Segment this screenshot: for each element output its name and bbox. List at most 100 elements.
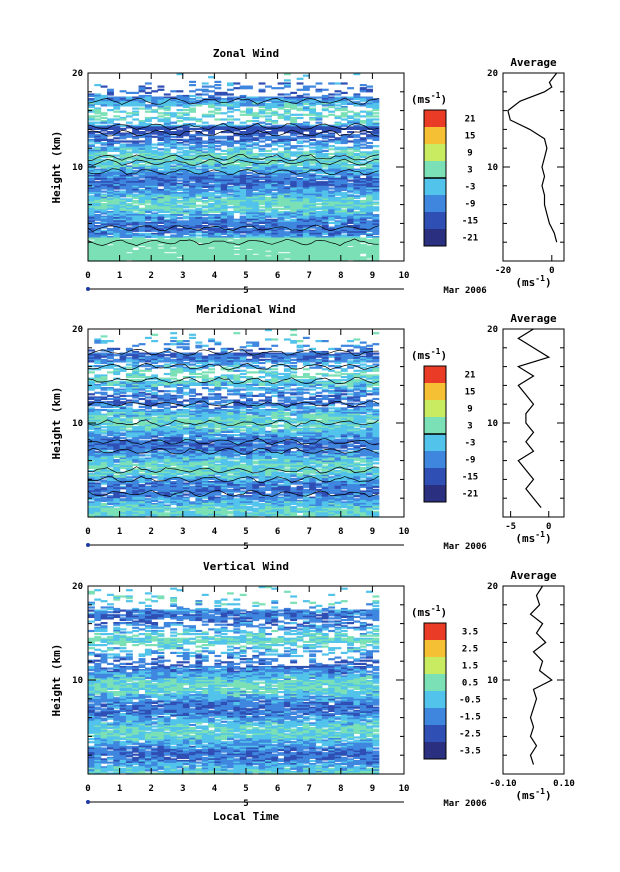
heatmap-cell: [246, 185, 253, 188]
heatmap-cell: [227, 126, 234, 129]
heatmap-cell: [113, 371, 121, 374]
heatmap-cell: [94, 355, 102, 358]
heatmap-cell: [353, 190, 361, 193]
heatmap-cell: [170, 145, 178, 148]
heatmap-cell: [347, 185, 354, 188]
heatmap-cell: [195, 382, 203, 385]
heatmap-cell: [359, 206, 367, 209]
heatmap-cell: [227, 179, 234, 182]
heatmap-cell: [315, 372, 323, 376]
heatmap-cell: [201, 214, 209, 217]
heatmap-cell: [88, 368, 95, 371]
heatmap-cell: [144, 358, 152, 361]
heatmap-cell: [239, 101, 247, 104]
heatmap-cell: [359, 137, 367, 140]
profile-y-tick-label: 10: [487, 163, 498, 173]
heatmap-cell: [151, 250, 159, 253]
heatmap-cell: [113, 221, 121, 224]
heatmap-cell: [182, 132, 190, 135]
heatmap-cell: [144, 141, 152, 145]
heatmap-cell: [125, 358, 133, 361]
heatmap-cell: [176, 232, 184, 235]
heatmap-cell: [100, 173, 108, 176]
heatmap-cell: [283, 101, 291, 104]
heatmap-cell: [227, 115, 234, 118]
heatmap-cell: [353, 248, 361, 251]
heatmap-cell: [328, 167, 336, 170]
heatmap-cell: [88, 190, 95, 193]
heatmap-cell: [277, 210, 285, 214]
heatmap-cell: [195, 253, 203, 256]
heatmap-cell: [315, 167, 323, 170]
heatmap-cell: [302, 368, 310, 371]
heatmap-cell: [94, 354, 102, 357]
heatmap-cell: [290, 234, 298, 237]
heatmap-cell: [334, 131, 342, 134]
heatmap-cell: [189, 220, 196, 223]
heatmap-cell: [125, 212, 133, 215]
heatmap-cell: [189, 171, 196, 174]
heatmap-cell: [157, 174, 165, 177]
heatmap-cell: [302, 121, 310, 124]
heatmap-cell: [328, 206, 336, 209]
heatmap-cell: [227, 248, 234, 251]
heatmap-cell: [214, 195, 222, 198]
heatmap-cell: [366, 151, 373, 154]
heatmap-cell: [214, 173, 222, 176]
contour-line: [87, 129, 379, 137]
heatmap-cell: [258, 135, 266, 138]
heatmap-cell: [359, 99, 367, 102]
heatmap-cell: [239, 248, 247, 251]
heatmap-cell: [246, 195, 253, 198]
heatmap-cell: [176, 352, 184, 355]
heatmap-cell: [125, 220, 133, 223]
heatmap-cell: [157, 167, 165, 170]
heatmap-cell: [227, 198, 234, 201]
heatmap-cell: [366, 235, 373, 239]
heatmap-cell: [271, 220, 279, 223]
heatmap-cell: [258, 98, 266, 101]
heatmap-cell: [151, 101, 159, 104]
heatmap-cell: [309, 179, 317, 182]
heatmap-cell: [265, 184, 272, 187]
heatmap-cell: [353, 215, 361, 218]
heatmap-cell: [290, 134, 298, 137]
heatmap-cell: [366, 90, 373, 93]
heatmap-cell: [359, 360, 367, 363]
heatmap-cell: [283, 156, 291, 159]
heatmap-cell: [309, 382, 317, 385]
heatmap-cell: [151, 234, 159, 237]
heatmap-cell: [340, 358, 348, 361]
heatmap-cell: [227, 223, 234, 226]
heatmap-cell: [309, 110, 317, 113]
heatmap-cell: [328, 234, 336, 237]
heatmap-cell: [170, 383, 178, 386]
heatmap-cell: [125, 380, 133, 383]
heatmap-cell: [138, 88, 146, 91]
heatmap-cell: [220, 210, 228, 214]
heatmap-cell: [353, 380, 361, 383]
heatmap-cell: [265, 98, 272, 101]
heatmap-cell: [290, 91, 298, 94]
heatmap-cell: [107, 132, 114, 135]
heatmap-cell: [100, 120, 108, 123]
heatmap-cell: [214, 196, 222, 199]
heatmap-cell: [258, 228, 266, 231]
heatmap-cell: [94, 134, 102, 137]
heatmap-cell: [347, 151, 354, 154]
x-tick-label: 9: [370, 271, 375, 281]
heatmap-cell: [176, 360, 184, 363]
heatmap-cell: [94, 253, 102, 256]
heatmap-cell: [182, 346, 190, 349]
heatmap-cell: [328, 242, 336, 245]
heatmap-cell: [227, 84, 234, 87]
heatmap-cell: [100, 223, 108, 226]
heatmap-cell: [119, 254, 127, 257]
heatmap-cell: [258, 225, 266, 228]
heatmap-cell: [100, 242, 108, 245]
heatmap-cell: [290, 221, 298, 224]
heatmap-cell: [119, 156, 127, 159]
heatmap-cell: [125, 239, 133, 242]
heatmap-cell: [353, 98, 361, 101]
heatmap-cell: [366, 358, 373, 361]
